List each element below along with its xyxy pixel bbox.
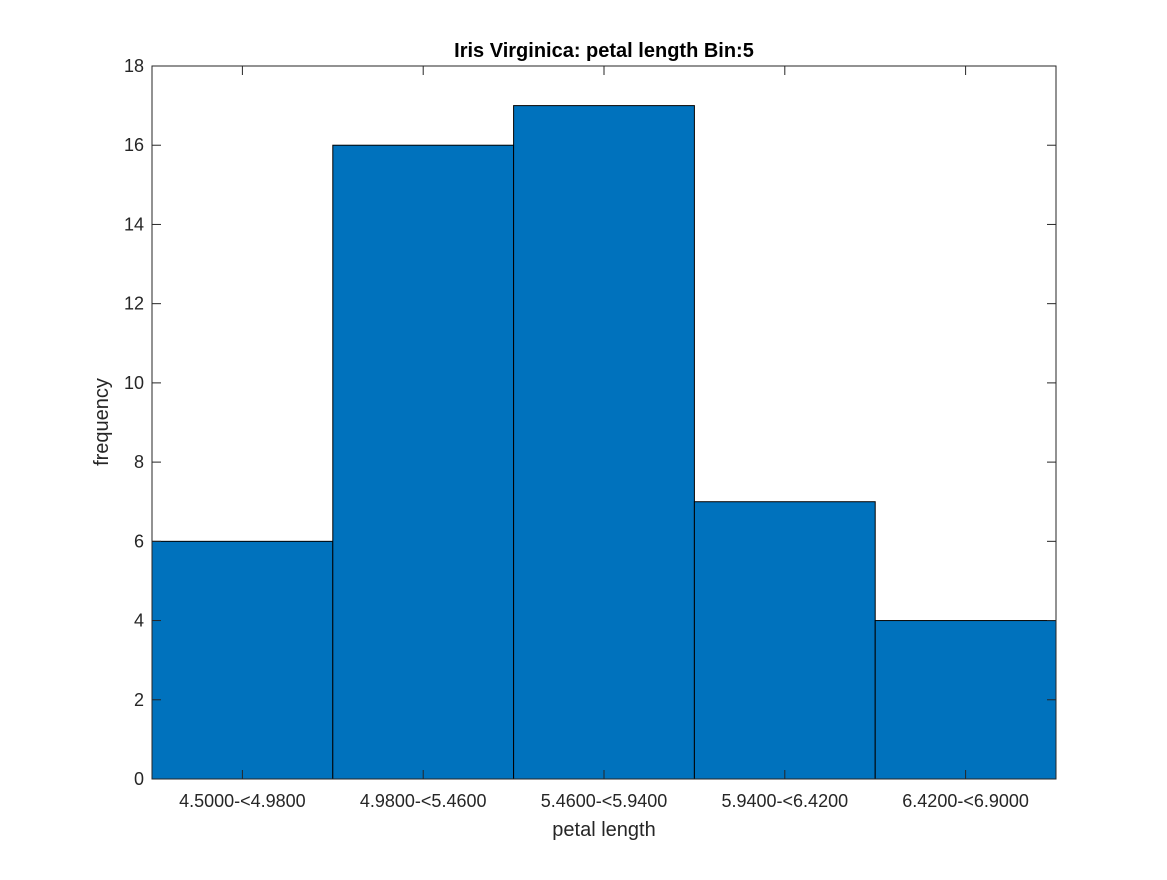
y-tick-label: 6 xyxy=(134,531,144,551)
plot-frame xyxy=(151,65,1057,780)
x-tick-label: 5.9400-<6.4200 xyxy=(721,791,848,811)
x-tick-label: 4.9800-<5.4600 xyxy=(360,791,487,811)
y-axis-ticks: 0 2 4 6 8 10 12 14 16 18 xyxy=(124,56,1056,789)
y-tick-label: 8 xyxy=(134,452,144,472)
chart-title: Iris Virginica: petal length Bin:5 xyxy=(454,40,754,62)
x-axis-ticks: 4.5000-<4.9800 4.9800-<5.4600 5.4600-<5.94… xyxy=(179,66,1029,811)
bar-3 xyxy=(513,105,695,780)
x-tick-label: 4.5000-<4.9800 xyxy=(179,791,306,811)
y-tick-label: 14 xyxy=(124,214,144,234)
y-tick-label: 10 xyxy=(124,373,144,393)
y-tick-label: 16 xyxy=(124,135,144,155)
bar-1 xyxy=(151,540,334,780)
bar-2 xyxy=(332,144,515,780)
y-tick-label: 18 xyxy=(124,56,144,76)
bar-4 xyxy=(693,501,876,780)
x-axis-label: petal length xyxy=(552,819,655,841)
y-tick-label: 12 xyxy=(124,294,144,314)
y-axis-label: frequency xyxy=(91,378,113,466)
y-tick-label: 2 xyxy=(134,690,144,710)
bar-group xyxy=(151,105,1057,780)
y-tick-label: 4 xyxy=(134,611,144,631)
bar-5 xyxy=(874,620,1057,780)
y-tick-label: 0 xyxy=(134,769,144,789)
x-tick-label: 6.4200-<6.9000 xyxy=(902,791,1029,811)
x-tick-label: 5.4600-<5.9400 xyxy=(541,791,668,811)
